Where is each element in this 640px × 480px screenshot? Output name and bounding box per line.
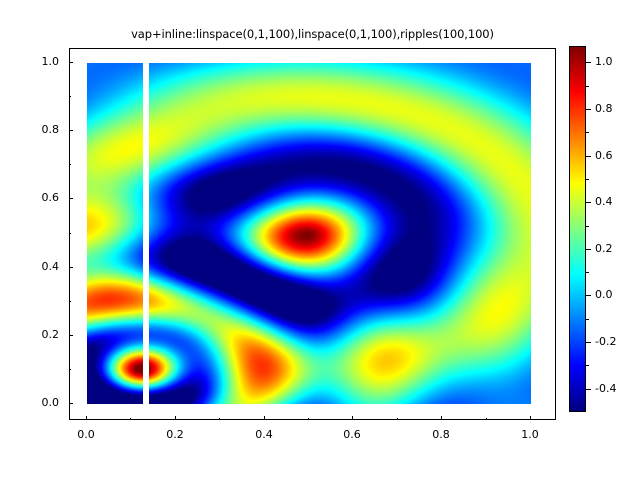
ripple-image-right-canvas [149,63,531,404]
colorbar-tick-major-5 [586,295,591,296]
ripple-image-left [87,63,143,404]
colorbar-ticklabel-7: -0.4 [595,382,617,395]
colorbar-ticklabel-2: 0.6 [595,149,613,162]
colorbar-gradient [569,46,586,412]
xticklabel-4: 0.8 [432,428,450,441]
colorbar-tick-major-3 [586,202,591,203]
colorbar-ticklabel-4: 0.2 [595,242,613,255]
plot-axes [69,48,556,420]
colorbar-tick-minor-1 [586,132,589,133]
colorbar-tick-major-6 [586,342,591,343]
colorbar-tick-major-2 [586,156,591,157]
yticklabel-2: 0.4 [41,260,60,273]
ytick-major-0 [69,403,73,404]
ytick-major-3 [69,198,73,199]
ytick-minor-4 [69,96,71,97]
yticklabel-4: 0.8 [41,123,60,136]
ytick-major-2 [69,267,73,268]
xticklabel-3: 0.6 [343,428,361,441]
colorbar-ticklabel-6: -0.2 [595,335,617,348]
colorbar[interactable] [569,46,586,412]
xticklabel-0: 0.0 [77,428,95,441]
yticklabel-5: 1.0 [41,55,60,68]
ytick-minor-3 [69,164,71,165]
colorbar-ticklabel-3: 0.4 [595,195,613,208]
colorbar-ticklabel-5: 0.0 [595,288,613,301]
xtick-minor-1 [219,418,220,420]
ytick-minor-2 [69,233,71,234]
xtick-major-4 [441,416,442,420]
ytick-major-1 [69,335,73,336]
xtick-minor-0 [130,418,131,420]
colorbar-tick-minor-5 [586,319,589,320]
page-title: vap+inline:linspace(0,1,100),linspace(0,… [131,27,494,41]
xticklabel-2: 0.4 [255,428,273,441]
xtick-minor-3 [397,418,398,420]
colorbar-tick-minor-4 [586,272,589,273]
xtick-major-3 [352,416,353,420]
yticklabel-1: 0.2 [41,328,60,341]
ripple-image-left-canvas [87,63,143,404]
colorbar-tick-minor-3 [586,226,589,227]
xtick-major-2 [264,416,265,420]
colorbar-tick-minor-0 [586,86,589,87]
yticklabel-3: 0.6 [41,191,60,204]
ytick-minor-0 [69,369,71,370]
colorbar-tick-major-4 [586,249,591,250]
xtick-major-1 [175,416,176,420]
colorbar-tick-major-0 [586,62,591,63]
xticklabel-1: 0.2 [166,428,184,441]
colorbar-tick-minor-2 [586,179,589,180]
ripple-image-right [149,63,531,404]
ytick-major-5 [69,62,73,63]
xtick-major-5 [530,416,531,420]
xticklabel-5: 1.0 [521,428,539,441]
xtick-major-0 [86,416,87,420]
colorbar-ticklabel-0: 1.0 [595,55,613,68]
ytick-minor-1 [69,301,71,302]
colorbar-tick-major-1 [586,109,591,110]
colorbar-ticklabel-1: 0.8 [595,102,613,115]
colorbar-tick-major-7 [586,389,591,390]
yticklabel-0: 0.0 [41,396,60,409]
colorbar-tick-minor-6 [586,365,589,366]
xtick-minor-2 [308,418,309,420]
xtick-minor-4 [486,418,487,420]
ytick-major-4 [69,130,73,131]
